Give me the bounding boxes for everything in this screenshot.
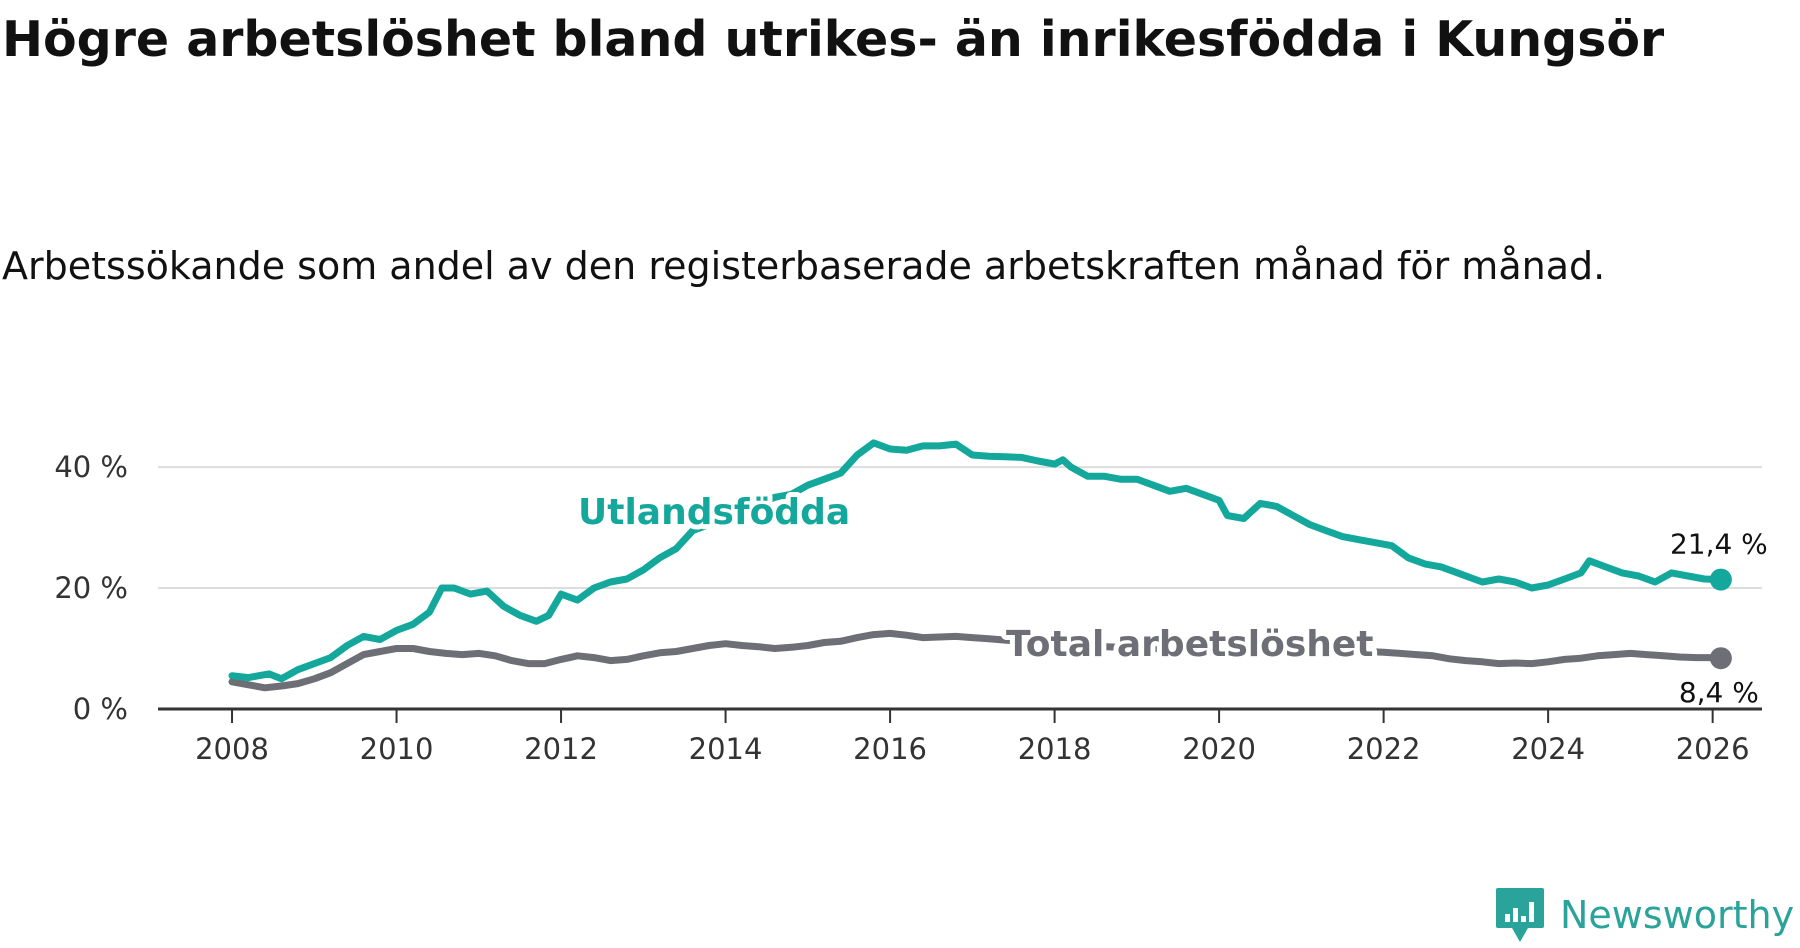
series-end-dot-total <box>1709 647 1732 670</box>
x-tick-label-2024: 2024 <box>1511 732 1585 766</box>
end-value-label-utlandsfodda: 21,4 % <box>1670 528 1768 561</box>
x-tick-label-2010: 2010 <box>360 732 434 766</box>
newsworthy-bar-chart-icon <box>1496 888 1544 942</box>
x-tick-label-2014: 2014 <box>689 732 763 766</box>
labels: Utlandsfödda Total arbetslöshet 21,4 % 8,4 … <box>573 487 1768 709</box>
x-tick-label-2016: 2016 <box>853 732 927 766</box>
x-tick-label-2020: 2020 <box>1182 732 1256 766</box>
y-tick-label-20: 20 % <box>54 571 128 605</box>
logo-text: Newsworthy <box>1560 893 1795 937</box>
newsworthy-logo: Newsworthy <box>1494 886 1794 944</box>
axes: 0 % 20 % 40 % 2008 2010 2012 2014 2016 2018 2020 2… <box>54 450 1762 766</box>
x-tick-label-2012: 2012 <box>524 732 598 766</box>
x-tick-label-2018: 2018 <box>1018 732 1092 766</box>
x-tick-label-2008: 2008 <box>195 732 269 766</box>
end-value-label-total: 8,4 % <box>1679 676 1759 709</box>
y-tick-label-40: 40 % <box>54 450 128 484</box>
series-line-utlandsfodda <box>228 439 1725 683</box>
x-tick-label-2026: 2026 <box>1676 732 1750 766</box>
series-label-total: Total arbetslöshet <box>1006 624 1374 665</box>
series-lines <box>228 439 1732 692</box>
series-label-utlandsfodda: Utlandsfödda <box>578 492 850 533</box>
chart-subtitle: Arbetssökande som andel av den registerb… <box>2 244 1606 288</box>
y-tick-label-0: 0 % <box>73 692 128 726</box>
x-tick-label-2022: 2022 <box>1347 732 1421 766</box>
series-line-total <box>228 629 1725 692</box>
gridlines <box>158 466 1762 590</box>
series-end-dot-utlandsfodda <box>1709 568 1732 591</box>
chart-title: Högre arbetslöshet bland utrikes- än inr… <box>2 11 1665 68</box>
